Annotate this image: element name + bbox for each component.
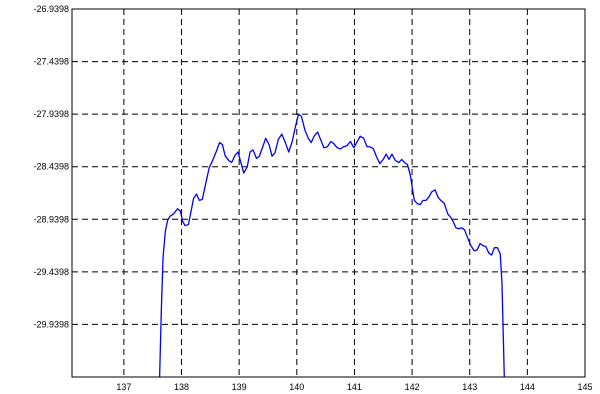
y-tick-label: -28.4398 [33, 162, 69, 172]
x-tick-label: 145 [577, 382, 592, 392]
y-tick-label: -29.4398 [33, 267, 69, 277]
y-tick-label: -27.4398 [33, 57, 69, 67]
x-tick-label: 143 [462, 382, 477, 392]
x-tick-label: 139 [232, 382, 247, 392]
series-layer [158, 113, 505, 378]
x-tick-label: 140 [289, 382, 304, 392]
x-tick-label: 138 [174, 382, 189, 392]
x-tick-label: 142 [405, 382, 420, 392]
y-tick-label: -28.9398 [33, 214, 69, 224]
y-axis-ticks: -26.9398 -27.4398 -27.9398 -28.4398 -28.9398… [33, 4, 69, 329]
x-tick-label: 141 [347, 382, 362, 392]
y-tick-label: -26.9398 [33, 4, 69, 14]
y-tick-label: -29.9398 [33, 319, 69, 329]
x-axis-ticks: 137 138 139 140 141 142 143 144 145 [116, 382, 592, 392]
x-tick-label: 137 [116, 382, 131, 392]
x-grid-lines [123, 9, 528, 377]
plot-frame [71, 8, 586, 378]
x-tick-label: 144 [520, 382, 535, 392]
y-grid-lines [72, 61, 585, 325]
series-line [158, 113, 505, 378]
y-tick-label: -27.9398 [33, 109, 69, 119]
